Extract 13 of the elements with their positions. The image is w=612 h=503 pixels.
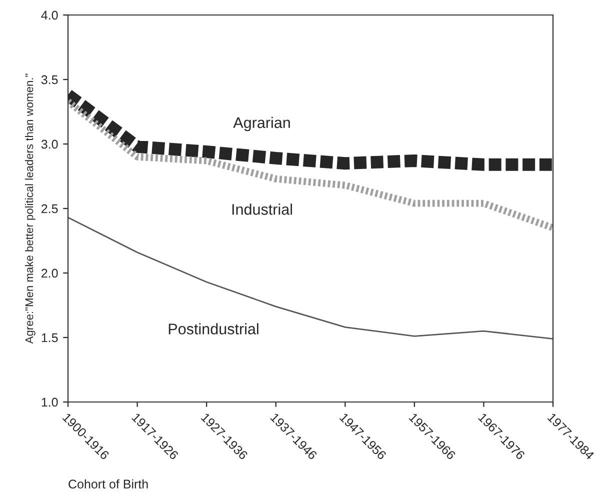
series-label: Industrial xyxy=(232,204,292,215)
y-tick-label: 3.5 xyxy=(41,75,58,84)
y-tick-label: 3.0 xyxy=(41,140,58,149)
y-tick-label: 2.5 xyxy=(42,204,58,214)
y-tick-label: 2.0 xyxy=(42,268,58,278)
y-axis-title: Agree:"Men make better political leaders than women." xyxy=(24,74,36,344)
series-label: Postindustrial xyxy=(168,323,258,334)
y-tick-label: 1.5 xyxy=(42,333,58,342)
y-tick-label: 1.0 xyxy=(42,398,58,407)
x-axis-title: Cohort of Birth xyxy=(68,479,148,489)
y-tick-label: 4.0 xyxy=(41,10,58,20)
series-label: Agrarian xyxy=(233,116,290,132)
line-series xyxy=(68,216,553,340)
